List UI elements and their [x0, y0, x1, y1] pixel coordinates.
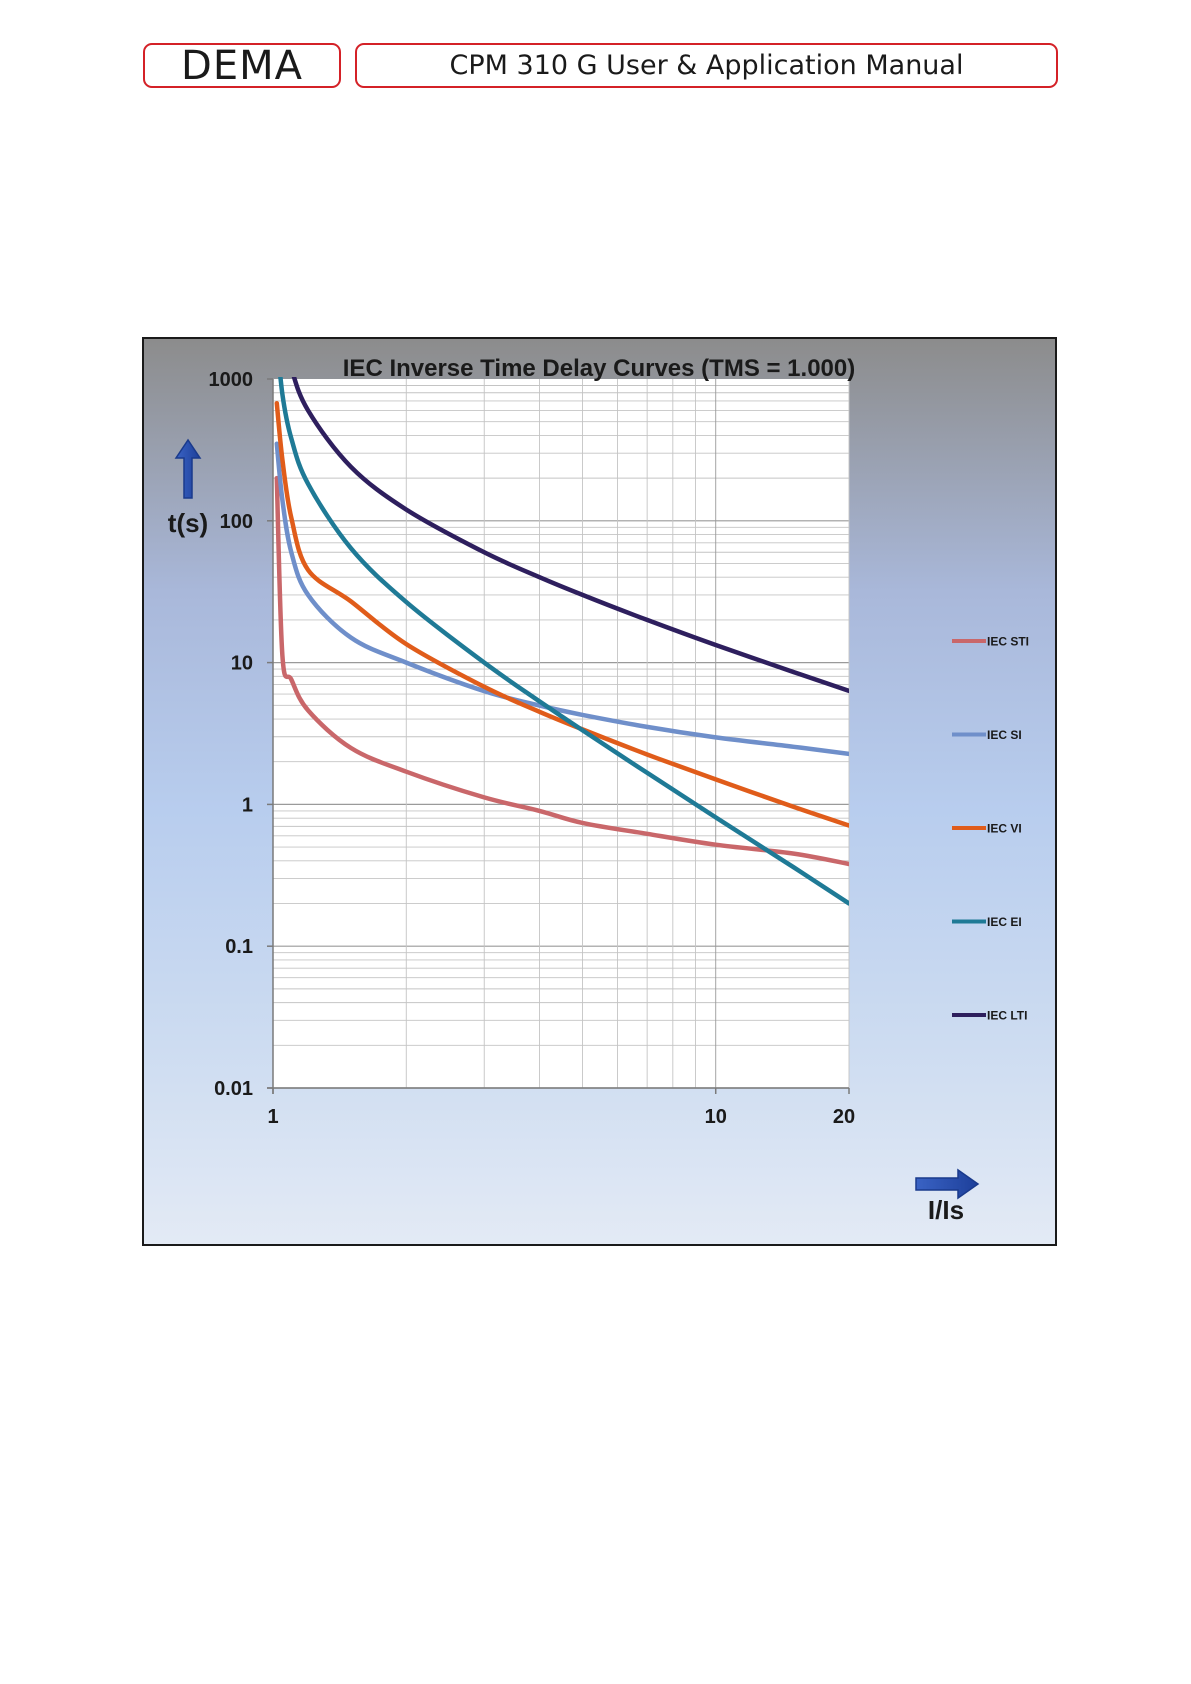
- series-line-iec-ei: [278, 377, 849, 906]
- plot-area: [273, 379, 849, 1088]
- series-line-iec-lti: [291, 377, 849, 694]
- axes: [267, 378, 850, 1094]
- legend-label-iec-sti: IEC STI: [987, 635, 1029, 649]
- y-tick-label: 1000: [209, 369, 254, 391]
- y-axis-label: t(s): [168, 508, 208, 538]
- y-tick-label: 1: [242, 794, 253, 816]
- y-tick-label: 10: [231, 653, 253, 675]
- axis-labels: 1000 100 10 1 0.1 0.01 1 10 20: [209, 369, 856, 1128]
- y-axis-arrow-icon: [174, 438, 202, 499]
- document-title: CPM 310 G User & Application Manual: [355, 43, 1058, 88]
- series-line-iec-vi: [274, 400, 849, 828]
- x-tick-label: 10: [705, 1106, 727, 1128]
- x-tick-label: 20: [833, 1106, 855, 1128]
- x-axis-label: I/Is: [928, 1195, 964, 1225]
- legend-label-iec-si: IEC SI: [987, 728, 1022, 742]
- series-line-iec-si: [274, 441, 849, 757]
- legend: IEC STI IEC SI IEC VI IEC EI IEC LTI: [952, 635, 1029, 1023]
- chart-title: IEC Inverse Time Delay Curves (TMS = 1.0…: [343, 355, 855, 382]
- legend-label-iec-vi: IEC VI: [987, 822, 1022, 836]
- x-axis-arrow-icon: [915, 1168, 980, 1200]
- legend-label-iec-lti: IEC LTI: [987, 1009, 1027, 1023]
- chart-panel: 1000 100 10 1 0.1 0.01 1 10 20 IEC STI IEC SI IEC …: [142, 337, 1057, 1246]
- y-tick-label: 100: [220, 511, 253, 533]
- legend-label-iec-ei: IEC EI: [987, 915, 1022, 929]
- y-tick-label: 0.1: [225, 936, 253, 958]
- x-tick-label: 1: [267, 1106, 278, 1128]
- series-group: [274, 377, 849, 906]
- company-logo: DEMA: [143, 43, 341, 89]
- y-tick-label: 0.01: [214, 1078, 253, 1100]
- series-line-iec-sti: [274, 475, 849, 867]
- series-lines: [274, 377, 849, 906]
